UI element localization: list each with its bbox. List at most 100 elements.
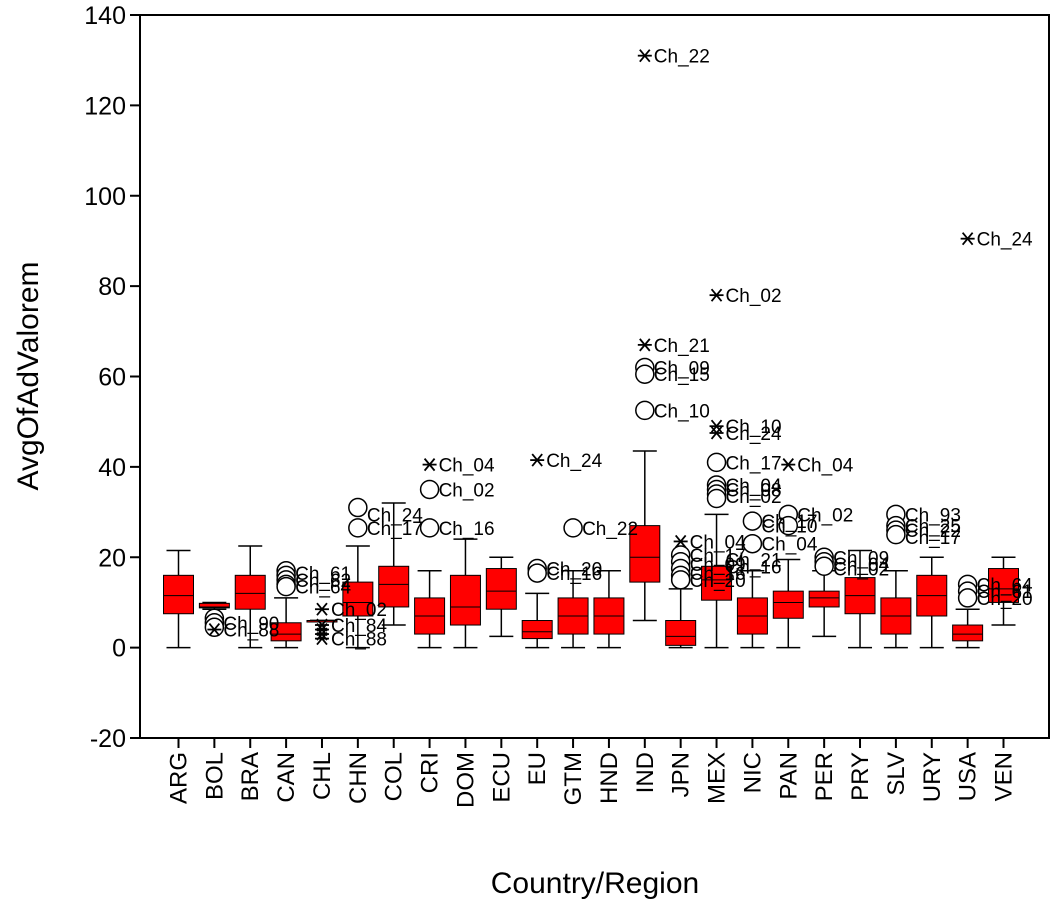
- x-axis: ARG BOL BRA CAN CHL CHN COL CRI DOM ECU EU GTM HND IN…: [166, 738, 1018, 808]
- outlier-label: Ch_17: [367, 519, 423, 540]
- outlier-label: Ch_10: [654, 401, 710, 422]
- outlier-label: Ch_88: [331, 630, 387, 651]
- outlier-label: Ch_16: [690, 564, 746, 585]
- outlier-label: Ch_84: [331, 616, 387, 637]
- outlier-marker: [419, 518, 440, 538]
- x-tick-label: ECU: [488, 752, 515, 803]
- outlier-label: Ch_17: [690, 546, 746, 567]
- box-ven: [988, 556, 1019, 626]
- outlier-label: Ch_17: [761, 512, 817, 533]
- outlier-marker: [276, 576, 296, 597]
- extreme-marker-stroke: [782, 458, 794, 472]
- outlier-label: Ch_10: [761, 517, 817, 538]
- outlier-marker: [419, 479, 440, 500]
- outlier-label: Ch_15: [654, 365, 710, 386]
- outlier-label: Ch_22: [582, 519, 638, 540]
- outlier-label: Ch_04: [761, 535, 817, 556]
- extreme-marker: [673, 534, 688, 549]
- outlier-marker: [957, 588, 978, 608]
- outlier-marker: [670, 570, 691, 590]
- outlier-label: Ch_08: [726, 480, 782, 501]
- x-tick-label: EU: [524, 752, 551, 785]
- iqr-box: [198, 602, 230, 609]
- outlier-label: Ch_25: [905, 517, 961, 538]
- extreme-marker: [530, 453, 545, 467]
- extreme-marker-stroke: [674, 534, 687, 549]
- x-tick-label: DOM: [452, 752, 479, 808]
- outlier-marker: [348, 497, 368, 518]
- outlier-label: Ch_24: [726, 424, 782, 445]
- extreme-marker: [314, 602, 329, 616]
- outlier-label: Ch_02: [797, 505, 853, 526]
- extreme-marker-stroke: [639, 338, 651, 352]
- outlier-marker: [563, 518, 583, 538]
- x-tick-label: IND: [632, 752, 659, 793]
- outlier-label: Ch_61: [295, 564, 351, 585]
- extreme-marker-stroke: [531, 453, 543, 467]
- x-tick-label: USA: [955, 752, 982, 801]
- outlier-label: Ch_04: [439, 456, 495, 477]
- outlier-markers: [204, 49, 978, 646]
- outlier-label: Ch_21: [654, 336, 710, 357]
- iqr-box: [342, 581, 374, 617]
- extreme-marker-stroke: [423, 458, 436, 472]
- outlier-label: Ch_64: [977, 575, 1033, 596]
- x-tick-label: BOL: [201, 752, 228, 800]
- extreme-marker: [207, 622, 222, 637]
- outlier-label: Ch_04: [833, 555, 889, 576]
- y-tick-label: 0: [112, 635, 126, 663]
- outlier-label: Ch_09: [833, 548, 889, 569]
- y-axis: -20 0 20 40 60 80 100 120 140: [84, 2, 140, 753]
- outlier-label: Ch_02: [726, 286, 782, 307]
- outlier-marker: [348, 518, 368, 538]
- iqr-box: [270, 622, 302, 642]
- outlier-label: Ch_17: [726, 453, 782, 474]
- outlier-label: Ch_93: [905, 505, 961, 526]
- box-mex: [701, 513, 733, 649]
- iqr-box: [952, 624, 984, 642]
- box-eu: [521, 592, 553, 649]
- extreme-marker-stroke: [710, 426, 723, 440]
- x-tick-label: NIC: [739, 752, 766, 793]
- iqr-box: [808, 590, 840, 608]
- iqr-box: [378, 565, 410, 608]
- iqr-box: [772, 590, 804, 619]
- box-ury: [916, 556, 948, 649]
- outlier-marker: [742, 533, 763, 554]
- iqr-box: [701, 565, 733, 601]
- box-col: [378, 502, 410, 626]
- outlier-label: Ch_20: [690, 571, 746, 592]
- outlier-label: Ch_02: [726, 487, 782, 508]
- box-arg: [163, 549, 194, 649]
- extreme-marker-stroke: [316, 602, 328, 616]
- outlier-marker: [706, 488, 727, 509]
- outlier-label: Ch_09: [654, 358, 710, 379]
- outlier-label: Ch_24: [546, 451, 602, 472]
- extreme-marker-stroke: [316, 632, 328, 646]
- x-tick-label: BRA: [237, 752, 264, 801]
- iqr-box: [163, 574, 194, 615]
- box-usa: [952, 608, 984, 649]
- box-ecu: [485, 556, 517, 638]
- outlier-label: Ch_24: [367, 505, 423, 526]
- box-jpn: [665, 588, 697, 649]
- iqr-box: [234, 574, 266, 610]
- outlier-label: Ch_88: [223, 621, 279, 642]
- box-chl: [306, 619, 338, 623]
- extreme-marker: [709, 288, 724, 302]
- extreme-marker: [960, 232, 975, 246]
- box-hnd: [593, 570, 625, 649]
- y-tick-label: 100: [84, 183, 126, 211]
- iqr-box: [449, 574, 481, 626]
- extreme-marker-stroke: [961, 232, 974, 246]
- box-cri: [414, 570, 446, 649]
- outlier-label: Ch_22: [654, 47, 710, 68]
- y-tick-label: -20: [90, 725, 126, 753]
- outlier-marker: [635, 364, 655, 384]
- x-tick-label: JPN: [668, 752, 695, 797]
- x-tick-label: ARG: [166, 752, 193, 804]
- outlier-label: Ch_04: [797, 456, 853, 477]
- outlier-marker: [814, 556, 834, 577]
- y-tick-label: 40: [98, 454, 126, 482]
